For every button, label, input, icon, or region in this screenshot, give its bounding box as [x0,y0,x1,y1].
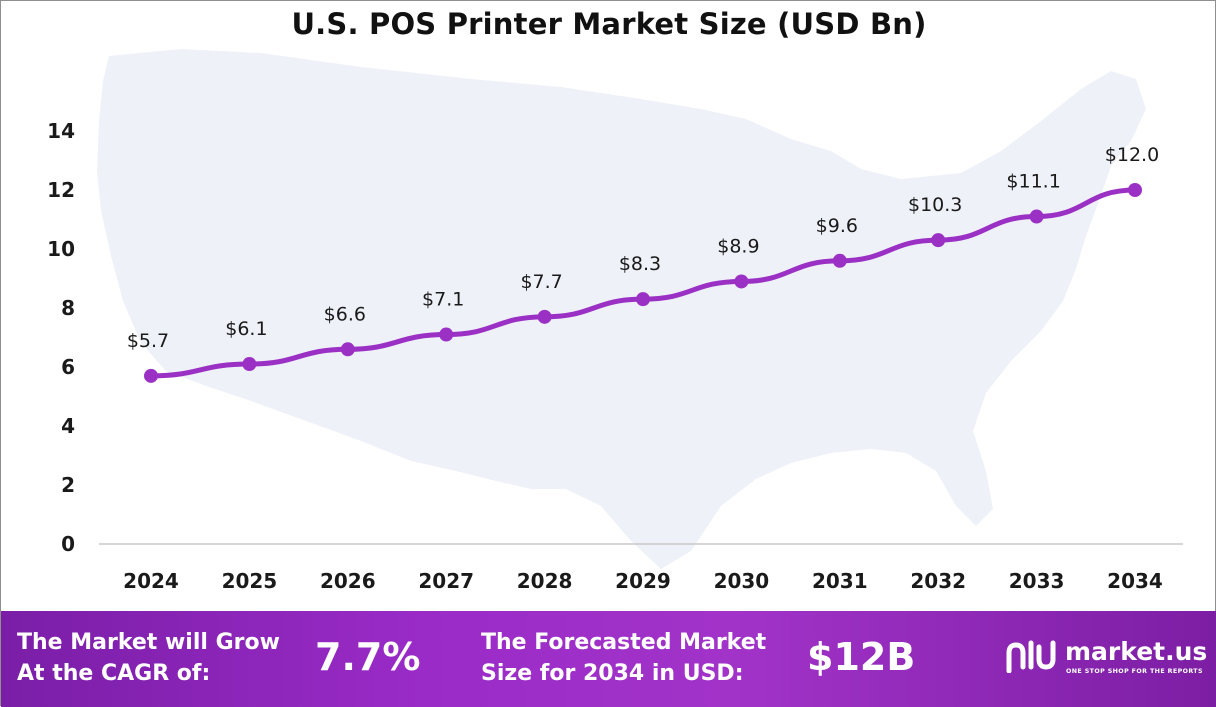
data-point [734,274,749,289]
data-label: $7.1 [422,289,464,311]
us-map-background-icon [97,49,1146,569]
y-tick-label: 6 [61,355,75,379]
y-tick-label: 8 [61,296,75,320]
data-point [537,309,552,324]
y-tick-label: 4 [61,414,75,438]
x-tick-label: 2031 [812,569,868,593]
cagr-label-line2: At the CAGR of: [17,661,211,686]
data-label: $9.6 [816,215,858,237]
y-tick-label: 2 [61,473,75,497]
data-point [832,253,847,268]
cagr-label-line1: The Market will Grow [17,630,280,655]
data-label: $12.0 [1105,144,1159,166]
data-labels: $5.7 $6.1 $6.6 $7.1 $7.7 $8.3 $8.9 $9.6 $10.3 $11… [127,144,1159,352]
x-tick-label: 2025 [222,569,278,593]
chart-title: U.S. POS Printer Market Size (USD Bn) [291,7,927,41]
forecast-label: The Forecasted Market Size for 2034 in U… [481,627,766,689]
data-points [144,183,1142,383]
footer-banner: The Market will Grow At the CAGR of: 7.7… [1,611,1216,707]
data-label: $6.1 [225,318,267,340]
data-label: $5.7 [127,330,169,352]
x-tick-label: 2030 [714,569,770,593]
cagr-value: 7.7% [315,635,421,679]
data-point [1029,209,1044,224]
forecast-label-line2: Size for 2034 in USD: [481,661,744,686]
forecast-label-line1: The Forecasted Market [481,630,767,655]
x-tick-label: 2026 [320,569,376,593]
brand-tagline: ONE STOP SHOP FOR THE REPORTS [1066,668,1203,675]
cagr-label: The Market will Grow At the CAGR of: [17,627,280,689]
data-point [340,342,355,357]
x-tick-label: 2034 [1107,569,1163,593]
x-tick-label: 2024 [123,569,179,593]
data-label: $8.3 [619,253,661,275]
data-label: $11.1 [1006,171,1060,193]
y-tick-label: 0 [61,532,75,556]
data-point [144,368,158,383]
data-point [1128,183,1142,197]
y-tick-label: 10 [47,237,75,261]
x-tick-label: 2029 [615,569,671,593]
y-tick-label: 12 [47,178,75,202]
x-tick-label: 2028 [517,569,573,593]
chart-canvas: 0 2 4 6 8 10 12 14 2024 2025 2026 2027 2028 2029 2030… [47,49,1183,593]
data-point [242,357,257,372]
brand-name: market.us [1065,637,1208,666]
forecast-value: $12B [807,635,916,679]
market-us-logo-icon [1006,640,1056,673]
x-tick-label: 2032 [910,569,966,593]
x-tick-label: 2027 [418,569,474,593]
x-tick-label: 2033 [1009,569,1065,593]
data-label: $7.7 [520,271,562,293]
x-axis-ticks: 2024 2025 2026 2027 2028 2029 2030 2031 2032 2033… [123,569,1163,593]
data-label: $6.6 [324,303,366,325]
brand-logo[interactable]: market.us ONE STOP SHOP FOR THE REPORTS [1005,633,1210,683]
data-point [439,327,454,342]
data-point [636,292,650,307]
data-label: $10.3 [908,194,962,216]
y-tick-label: 14 [47,119,75,143]
data-point [931,233,946,248]
y-axis-ticks: 0 2 4 6 8 10 12 14 [47,119,75,556]
data-label: $8.9 [717,235,759,257]
